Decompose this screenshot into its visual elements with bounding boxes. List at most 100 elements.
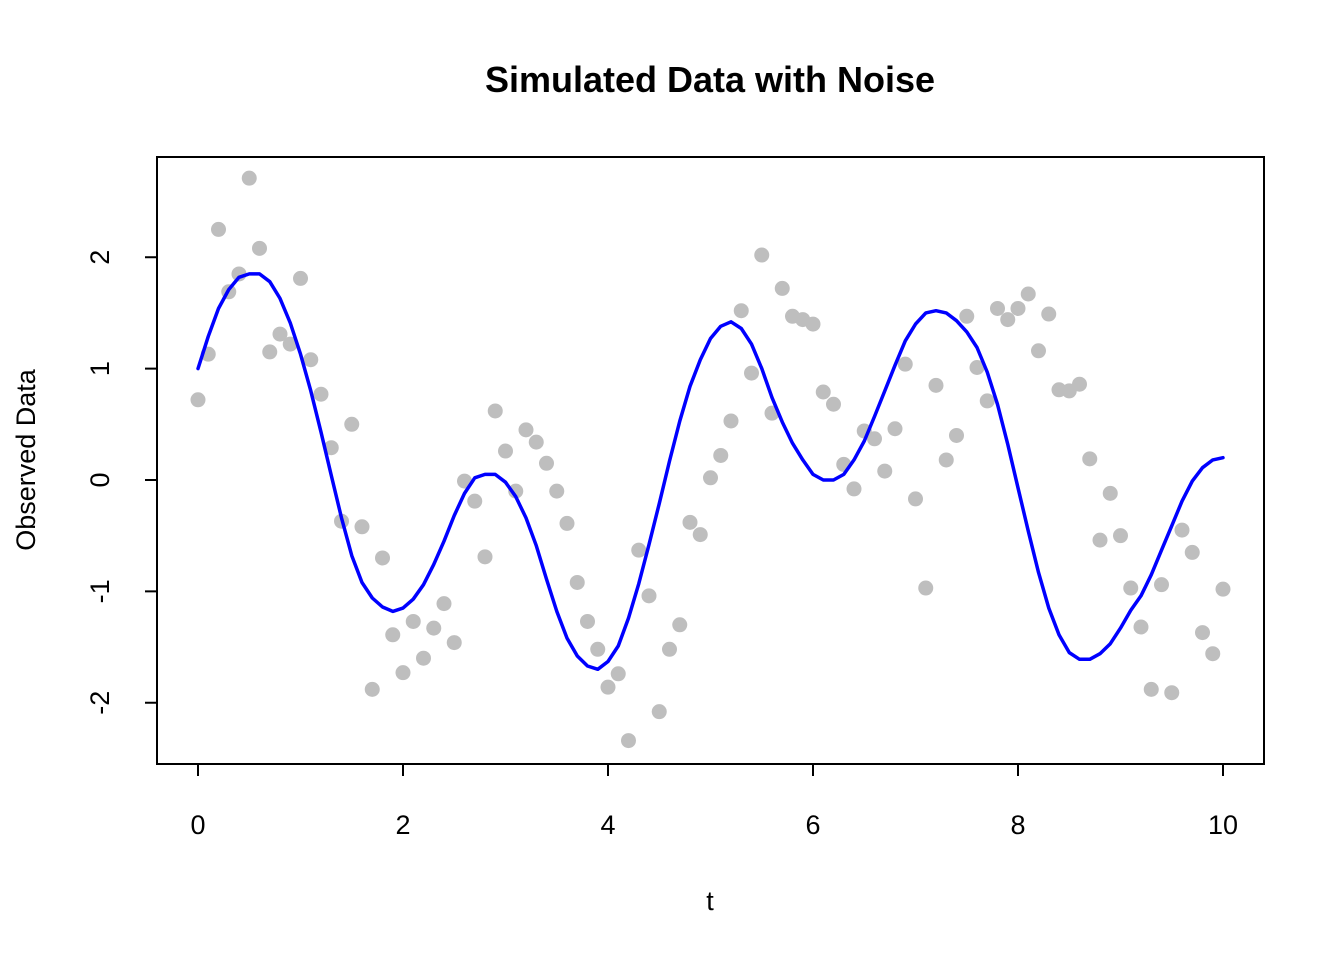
data-point [211, 221, 226, 237]
data-point [938, 452, 954, 468]
x-axis-label: t [706, 886, 714, 916]
data-point [703, 470, 718, 486]
x-tick-label: 0 [190, 810, 205, 840]
data-point [580, 613, 595, 629]
data-point [1174, 522, 1190, 538]
data-point [293, 270, 308, 286]
data-point [651, 704, 667, 720]
data-point [1195, 625, 1210, 641]
data-point [979, 393, 995, 409]
data-point [918, 580, 934, 596]
data-point [498, 443, 513, 459]
data-point [610, 666, 626, 682]
data-point [323, 440, 339, 456]
data-point [1000, 312, 1016, 328]
data-point [303, 352, 319, 368]
y-tick-label: 0 [85, 472, 115, 487]
data-point [887, 421, 903, 437]
x-axis: 0 2 4 6 8 10 [190, 763, 1238, 840]
data-point [815, 384, 831, 400]
data-point [897, 356, 913, 372]
data-point [641, 588, 657, 604]
data-point [313, 386, 329, 402]
x-tick-label: 8 [1010, 810, 1025, 840]
data-point [416, 650, 431, 666]
data-point [1041, 306, 1057, 322]
data-point [969, 360, 985, 376]
data-point [621, 733, 636, 749]
data-point [559, 515, 575, 531]
data-point [590, 641, 606, 657]
data-point [723, 413, 739, 429]
data-point [826, 396, 841, 412]
data-point [436, 596, 452, 612]
data-point [508, 483, 524, 499]
data-point [467, 493, 483, 509]
data-point [1082, 451, 1098, 467]
x-tick-label: 2 [395, 810, 410, 840]
data-point [364, 681, 380, 697]
data-point [774, 280, 790, 296]
y-axis: -2 -1 0 1 2 [85, 250, 158, 715]
data-point [959, 308, 975, 324]
data-point [190, 392, 206, 408]
data-point [252, 240, 267, 256]
y-tick-label: -1 [85, 579, 115, 603]
data-point [949, 427, 964, 443]
data-point [692, 527, 708, 543]
data-point [662, 641, 677, 657]
data-point [569, 574, 585, 590]
x-tick-label: 4 [600, 810, 615, 840]
data-point [518, 422, 534, 438]
data-point [733, 303, 749, 319]
data-point [1072, 376, 1087, 392]
data-point [744, 365, 759, 381]
y-axis-label: Observed Data [11, 368, 41, 551]
data-point [1164, 685, 1180, 701]
data-point [1113, 528, 1128, 544]
data-point [1123, 580, 1139, 596]
data-point [241, 170, 257, 186]
data-point [1102, 485, 1118, 501]
x-tick-label: 6 [805, 810, 820, 840]
data-point [528, 434, 544, 450]
data-point [1154, 577, 1169, 593]
data-point [282, 336, 298, 352]
curve-line [196, 272, 1225, 672]
x-tick-label: 10 [1208, 810, 1238, 840]
data-point [405, 613, 421, 629]
data-point [600, 679, 616, 695]
data-point [805, 316, 821, 332]
data-point [928, 377, 944, 393]
data-point [990, 300, 1005, 316]
y-tick-label: -2 [85, 691, 115, 715]
data-point [1020, 286, 1036, 302]
data-point [631, 542, 647, 558]
data-point [682, 514, 698, 530]
data-point [426, 620, 442, 636]
data-point [1215, 581, 1231, 597]
data-point [846, 481, 862, 497]
y-tick-label: 2 [85, 250, 115, 265]
data-point [272, 326, 288, 342]
data-point [395, 665, 411, 681]
data-point [1205, 646, 1221, 662]
data-point [1184, 544, 1200, 560]
plot-frame [156, 156, 1265, 765]
data-point [487, 403, 503, 419]
data-point [375, 550, 390, 566]
data-point [877, 463, 893, 479]
data-point [385, 627, 401, 643]
data-point [262, 344, 278, 360]
data-point [344, 416, 360, 432]
data-point [1031, 343, 1046, 359]
data-point [539, 455, 554, 471]
data-point [908, 491, 923, 507]
data-point [354, 519, 370, 535]
fitted-curve [196, 272, 1225, 672]
data-point [549, 483, 565, 499]
data-point [713, 447, 729, 463]
y-tick-label: 1 [85, 361, 115, 376]
data-point [1010, 300, 1026, 316]
